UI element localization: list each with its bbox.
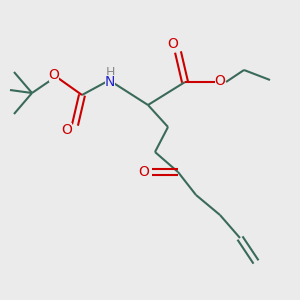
Text: O: O [139,165,149,179]
Text: O: O [168,37,178,51]
Text: O: O [49,68,59,82]
Text: O: O [61,123,72,137]
Text: O: O [214,74,225,88]
Text: N: N [105,75,115,89]
Text: H: H [105,65,115,79]
